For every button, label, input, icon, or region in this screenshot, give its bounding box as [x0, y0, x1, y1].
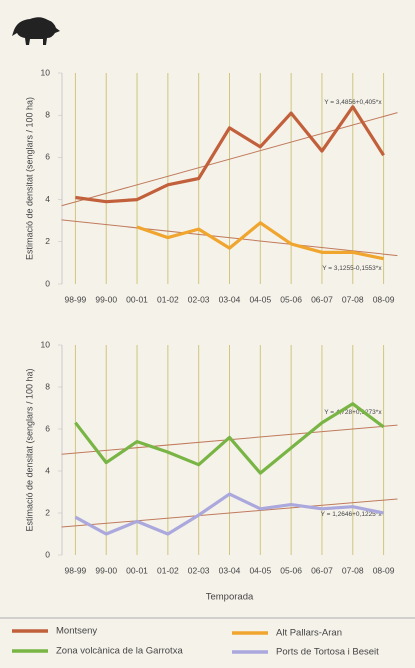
y-tick-label: 6	[45, 423, 50, 433]
trend-line	[61, 112, 398, 207]
x-tick-label: 06-07	[311, 294, 333, 304]
legend-label: Montseny	[56, 626, 97, 637]
x-tick-label: 08-09	[373, 294, 395, 304]
x-tick-label: 01-02	[157, 565, 179, 575]
legend-label: Alt Pallars-Aran	[276, 628, 342, 639]
x-tick-label: 07-08	[342, 294, 364, 304]
legend-label: Ports de Tortosa i Beseit	[276, 647, 379, 658]
x-tick-label: 00-01	[126, 294, 148, 304]
x-tick-label: 04-05	[249, 294, 271, 304]
x-tick-label: 03-04	[219, 565, 241, 575]
x-tick-label: 03-04	[219, 294, 241, 304]
x-tick-label: 98-99	[65, 294, 87, 304]
series-line	[136, 221, 384, 261]
x-tick-label: 07-08	[342, 565, 364, 575]
x-tick-label: 02-03	[188, 565, 210, 575]
x-tick-label: 00-01	[126, 565, 148, 575]
boar-icon	[12, 17, 60, 45]
y-tick-label: 2	[45, 236, 50, 246]
x-tick-label: 05-06	[280, 565, 302, 575]
y-tick-label: 2	[45, 507, 50, 517]
x-axis-title: Temporada	[206, 592, 254, 603]
x-tick-label: 08-09	[373, 565, 395, 575]
trend-line	[61, 219, 398, 257]
y-axis-title: Estimació de densitat (senglars / 100 ha…	[24, 97, 34, 260]
x-tick-label: 02-03	[188, 294, 210, 304]
x-tick-label: 98-99	[65, 565, 87, 575]
y-tick-label: 0	[45, 278, 50, 288]
x-tick-label: 05-06	[280, 294, 302, 304]
x-tick-label: 01-02	[157, 294, 179, 304]
trend-label: Y = 4,728+0,1273*x	[324, 409, 382, 416]
x-tick-label: 99-00	[95, 294, 117, 304]
y-tick-label: 8	[45, 109, 50, 119]
series-line	[75, 105, 385, 204]
series-line	[74, 402, 385, 475]
trend-label: Y = 3,4856+0,405*x	[324, 99, 382, 106]
y-axis-title: Estimació de densitat (senglars / 100 ha…	[24, 368, 34, 531]
y-tick-label: 10	[41, 339, 51, 349]
x-tick-label: 04-05	[249, 565, 271, 575]
y-tick-label: 4	[45, 465, 50, 475]
legend-label: Zona volcànica de la Garrotxa	[56, 646, 183, 657]
y-tick-label: 8	[45, 381, 50, 391]
y-tick-label: 4	[45, 194, 50, 204]
y-tick-label: 10	[41, 67, 51, 77]
trend-label: Y = 1,2646+0,1225*x	[321, 511, 383, 518]
x-tick-label: 99-00	[95, 565, 117, 575]
x-tick-label: 06-07	[311, 565, 333, 575]
y-tick-label: 0	[45, 549, 50, 559]
y-tick-label: 6	[45, 152, 50, 162]
series-line	[74, 492, 384, 536]
trend-label: Y = 3,1255-0,1553*x	[322, 265, 382, 272]
trend-line	[61, 498, 398, 528]
